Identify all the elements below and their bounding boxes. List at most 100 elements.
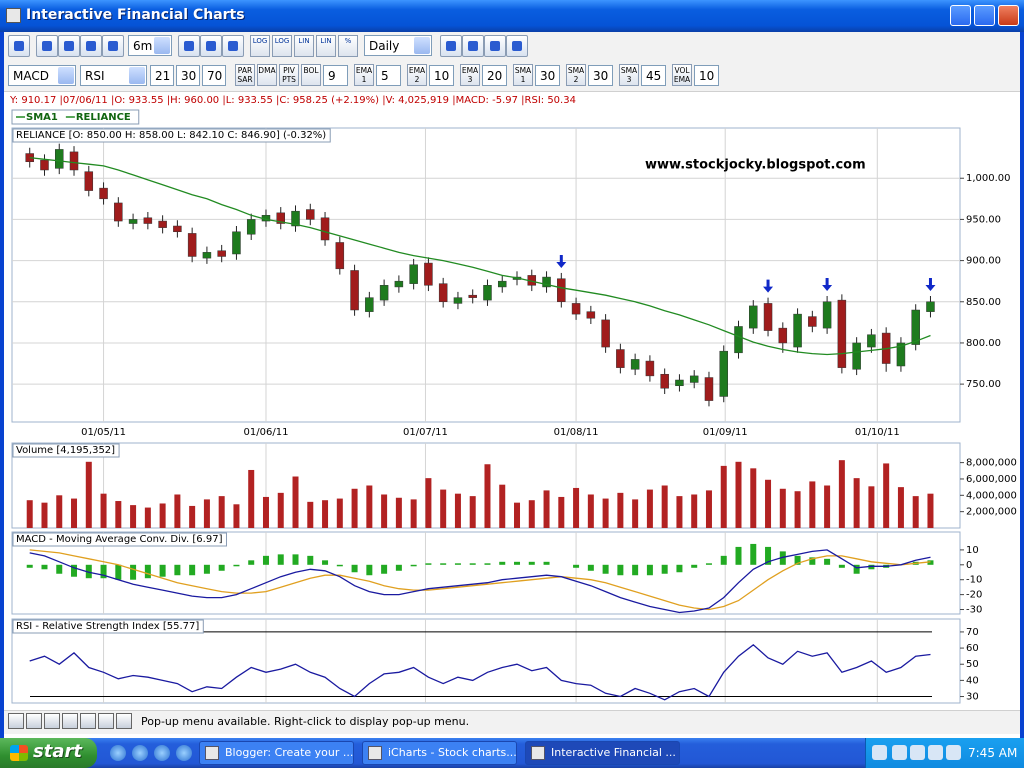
tool-icon[interactable] (484, 35, 506, 57)
overlay-period[interactable]: 10 (429, 65, 454, 86)
dropdown-text: Daily (369, 39, 400, 53)
bar (558, 496, 565, 528)
bar (277, 492, 284, 528)
overlay-period[interactable]: 20 (482, 65, 507, 86)
candle-body (911, 309, 920, 345)
overlay-button[interactable]: EMA 3 (460, 64, 480, 86)
overlay-button[interactable]: PIV PTS (279, 64, 299, 86)
bar (410, 499, 417, 528)
task-label: iCharts - Stock charts... (388, 746, 517, 759)
status-icon[interactable] (26, 713, 42, 729)
task-button[interactable] (362, 741, 517, 765)
bar (794, 491, 801, 528)
scale-button[interactable]: LOG (272, 35, 292, 57)
quick-launch-icon[interactable] (176, 745, 192, 761)
status-icon[interactable] (62, 713, 78, 729)
param-field[interactable]: 30 (176, 65, 200, 86)
tray-icon[interactable] (892, 745, 907, 760)
quick-launch-icon[interactable] (154, 745, 170, 761)
candle-body (852, 342, 861, 370)
dropdown-arrow[interactable] (414, 37, 430, 54)
status-icon[interactable] (116, 713, 132, 729)
x-tick-label: 01/05/11 (81, 427, 126, 438)
dropdown-arrow[interactable] (58, 67, 74, 84)
overlay-button[interactable]: BOL (301, 64, 321, 86)
scale-button[interactable]: LIN (294, 35, 314, 57)
candle-body (557, 278, 566, 303)
indicator-select[interactable]: RSI (80, 65, 147, 86)
bar (26, 500, 33, 528)
y-tick-label: -10 (966, 575, 982, 586)
overlay-button[interactable]: SMA 1 (513, 64, 533, 86)
task-button[interactable] (199, 741, 354, 765)
candle-body (128, 219, 138, 224)
status-icon[interactable] (8, 713, 24, 729)
legend-label: SMA1 (26, 112, 58, 123)
tool-icon[interactable] (102, 35, 124, 57)
dropdown-text: RSI (85, 69, 105, 83)
quick-launch-icon[interactable] (110, 745, 126, 761)
candle-body (394, 280, 404, 288)
bar (824, 485, 831, 528)
maximize-button[interactable] (974, 5, 995, 26)
overlay-button[interactable]: VOL EMA (672, 64, 692, 86)
bar (838, 564, 845, 568)
overlay-button[interactable]: SMA 2 (566, 64, 586, 86)
overlay-label: EMA (355, 66, 373, 75)
overlay-period[interactable]: 9 (323, 65, 348, 86)
status-icon[interactable] (98, 713, 114, 729)
overlay-period[interactable]: 30 (588, 65, 613, 86)
status-icon[interactable] (44, 713, 60, 729)
overlay-period[interactable]: 5 (376, 65, 401, 86)
scale-button[interactable]: LOG (250, 35, 270, 57)
scale-button[interactable]: % (338, 35, 358, 57)
tray-icon[interactable] (872, 745, 887, 760)
overlay-period[interactable]: 30 (535, 65, 560, 86)
tray-icon[interactable] (910, 745, 925, 760)
period-select[interactable]: 6m (128, 35, 172, 56)
bar (779, 551, 786, 565)
tool-icon[interactable] (200, 35, 222, 57)
close-button[interactable] (998, 5, 1019, 26)
tool-icon[interactable] (178, 35, 200, 57)
candle-body (365, 297, 374, 312)
bar (292, 554, 299, 565)
overlay-button[interactable]: SMA 3 (619, 64, 639, 86)
overlay-button[interactable]: EMA 1 (354, 64, 374, 86)
minimize-button[interactable] (950, 5, 971, 26)
bar (85, 564, 92, 579)
bar (661, 564, 668, 574)
overlay-button[interactable]: DMA (257, 64, 277, 86)
tool-icon[interactable] (462, 35, 484, 57)
task-button[interactable] (525, 741, 680, 765)
tool-icon[interactable] (80, 35, 102, 57)
overlay-period[interactable]: 10 (694, 65, 719, 86)
param-field[interactable]: 70 (202, 65, 226, 86)
param-field[interactable]: 21 (150, 65, 174, 86)
dropdown-arrow[interactable] (129, 67, 145, 84)
bar (56, 495, 63, 528)
dropdown-arrow[interactable] (154, 37, 170, 54)
quick-launch-icon[interactable] (132, 745, 148, 761)
overlay-button[interactable]: PAR SAR (235, 64, 255, 86)
y-tick-label: -20 (966, 590, 982, 601)
overlay-button[interactable]: EMA 2 (407, 64, 427, 86)
signal-arrow (925, 278, 936, 291)
status-icon[interactable] (80, 713, 96, 729)
y-tick-label: 60 (966, 643, 979, 654)
tool-icon[interactable] (8, 35, 30, 57)
tool-icon[interactable] (506, 35, 528, 57)
tool-icon[interactable] (440, 35, 462, 57)
indicator-select[interactable]: MACD (8, 65, 76, 86)
tool-icon[interactable] (36, 35, 58, 57)
bar (927, 560, 934, 565)
tool-icon[interactable] (222, 35, 244, 57)
tray-icon[interactable] (946, 745, 961, 760)
scale-button[interactable]: LIN (316, 35, 336, 57)
tray-icon[interactable] (928, 745, 943, 760)
tool-icon[interactable] (58, 35, 80, 57)
interval-select[interactable]: Daily (364, 35, 432, 56)
overlay-period[interactable]: 45 (641, 65, 666, 86)
status-text: Pop-up menu available. Right-click to di… (141, 715, 470, 728)
bar (366, 485, 373, 528)
